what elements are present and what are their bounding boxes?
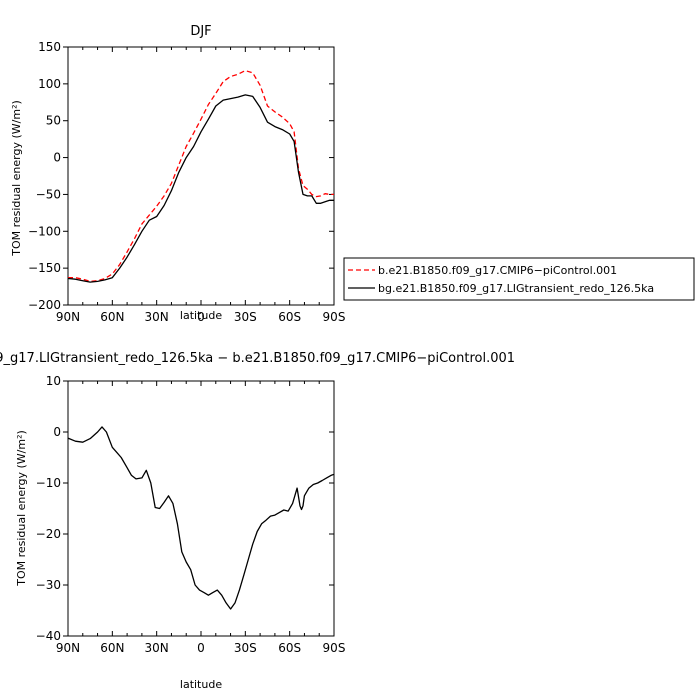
top-x-tick-label: 0 [197,310,205,324]
bottom-x-tick-label: 0 [197,641,205,655]
top-y-tick-label: 50 [46,114,61,128]
top-y-tick-label: 150 [38,40,61,54]
top-y-tick-label: 100 [38,77,61,91]
top-y-tick-label: 0 [53,151,61,165]
legend-box [343,257,695,301]
bottom-y-tick-label: 10 [46,374,61,388]
legend-label-control: b.e21.B1850.f09_g17.CMIP6−piControl.001 [378,264,617,277]
bottom-y-axis-title: TOM residual energy (W/m²) [15,430,28,587]
bottom-y-tick-label: −10 [36,476,61,490]
bottom-panel: bg.e21.B1850.f09_g17.LIGtransient_redo_1… [0,351,515,691]
top-series-line-0 [68,69,334,283]
top-x-tick-label: 60N [100,310,124,324]
legend: b.e21.B1850.f09_g17.CMIP6−piControl.001 … [343,257,695,301]
bottom-x-tick-label: 90S [323,641,346,655]
top-x-tick-label: 60S [278,310,301,324]
top-panel: DJF 90N 60N 30N 0 30S 60S 90S −200 −150 −100 −50 0 5… [10,24,345,324]
bottom-y-tick-label: 0 [53,425,61,439]
bottom-x-axis-title: latitude [180,678,222,691]
top-panel-title: DJF [190,24,211,39]
top-y-axis-title: TOM residual energy (W/m²) [10,100,23,257]
top-y-tick-label: −50 [36,187,61,201]
bottom-plot-frame [67,380,335,637]
bottom-x-tick-label: 60N [100,641,124,655]
top-plot-frame [67,46,335,306]
top-y-tick-label: −100 [28,224,61,238]
bottom-y-tick-label: −20 [36,527,61,541]
bottom-plot-area: 90N 60N 30N 0 30S 60S 90S −40 −30 −20 −10 0 10 [36,374,346,655]
bottom-x-tick-label: 60S [278,641,301,655]
bottom-series-line-0 [67,426,335,610]
top-series-line-1 [67,94,334,283]
top-plot-area: 90N 60N 30N 0 30S 60S 90S −200 −150 −100 −50 0 50 100… [28,40,345,324]
bottom-x-tick-label: 90N [56,641,80,655]
top-x-tick-label: 90S [323,310,346,324]
bottom-x-tick-label: 30N [145,641,169,655]
top-x-tick-label: 90N [56,310,80,324]
top-x-tick-label: 30N [145,310,169,324]
legend-label-lig: bg.e21.B1850.f09_g17.LIGtransient_redo_1… [378,282,654,295]
top-y-tick-label: −200 [28,298,61,312]
bottom-x-tick-label: 30S [234,641,257,655]
top-y-tick-label: −150 [28,261,61,275]
bottom-y-tick-label: −30 [36,578,61,592]
top-x-tick-label: 30S [234,310,257,324]
top-x-axis-title: latitude [180,309,222,322]
bottom-y-tick-label: −40 [36,629,61,643]
bottom-panel-title: bg.e21.B1850.f09_g17.LIGtransient_redo_1… [0,351,515,366]
